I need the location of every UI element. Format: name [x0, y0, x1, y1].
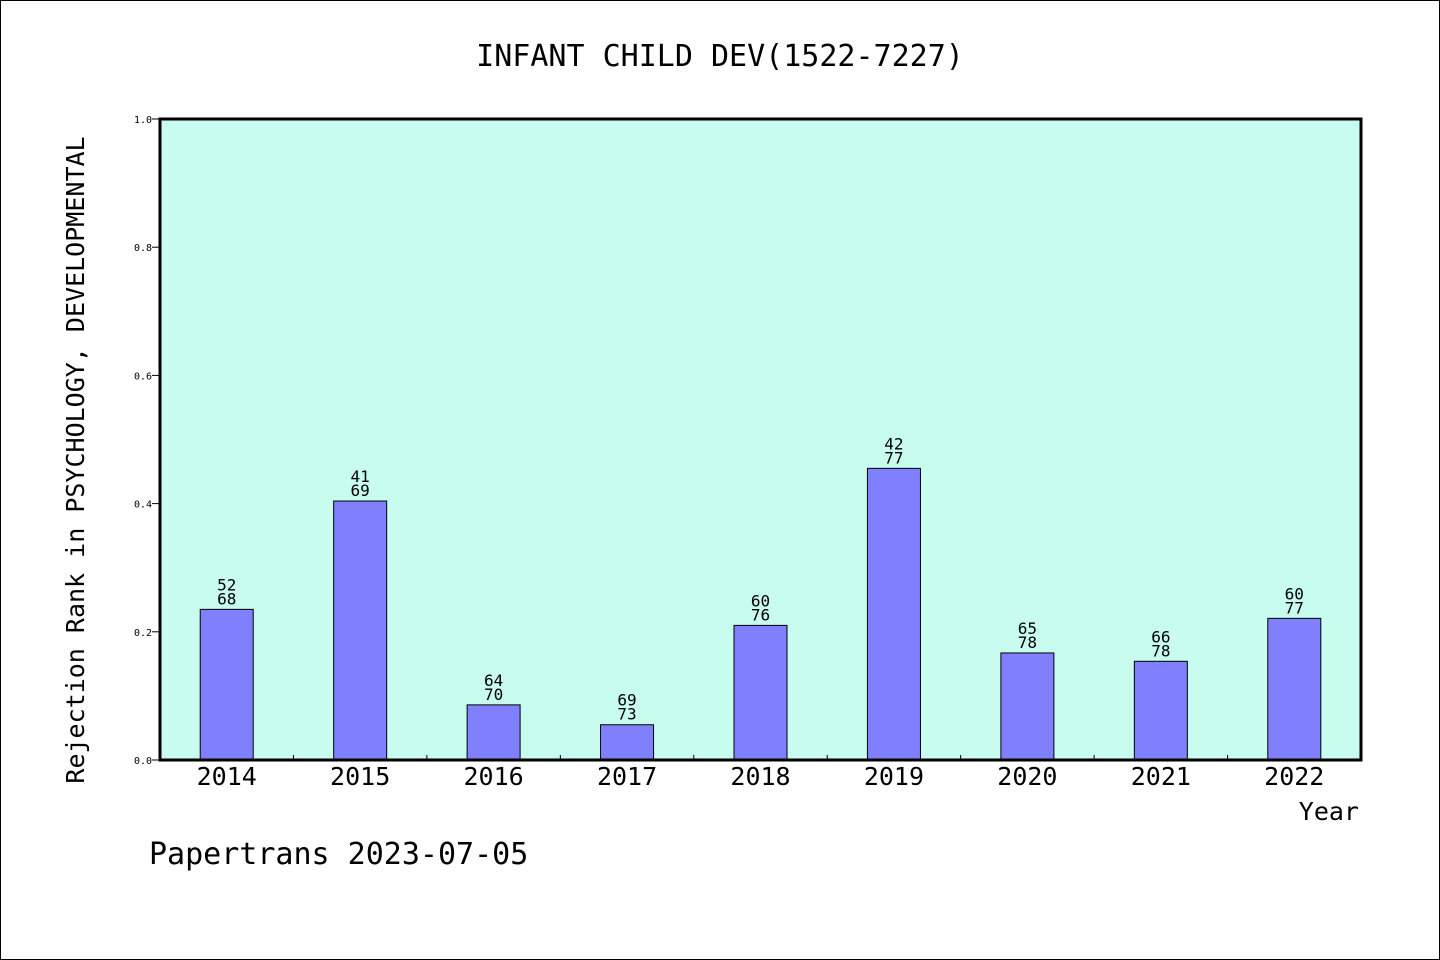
bar-2014 [199, 608, 254, 761]
bar-label-top-2015: 41 [351, 467, 370, 486]
bar-label-bottom-2019: 77 [884, 448, 903, 467]
bar-2020 [1000, 652, 1055, 761]
bar-2017 [600, 724, 655, 761]
x-tick-label-2016: 2016 [464, 762, 524, 791]
bar-label-top-2016: 64 [484, 671, 503, 690]
y-tick-label-0.8: 0.8 [134, 243, 152, 254]
bar-label-bottom-2018: 76 [751, 605, 770, 624]
bar-label-top-2014: 52 [217, 575, 236, 594]
x-tick-label-2022: 2022 [1264, 762, 1324, 791]
y-axis-label: Rejection Rank in PSYCHOLOGY, DEVELOPMEN… [61, 136, 90, 783]
x-tick-label-2017: 2017 [597, 762, 657, 791]
bar-label-bottom-2015: 69 [351, 481, 370, 500]
x-tick-label-2021: 2021 [1131, 762, 1191, 791]
bar-2021 [1133, 660, 1188, 761]
bar-label-bottom-2017: 73 [617, 705, 636, 724]
y-tick-label-1.0: 1.0 [134, 115, 152, 126]
bar-2016 [466, 704, 521, 761]
x-tick-label-2014: 2014 [197, 762, 257, 791]
bar-2018 [733, 624, 788, 761]
bar-label-bottom-2020: 78 [1018, 633, 1037, 652]
bar-label-bottom-2014: 68 [217, 589, 236, 608]
bar-label-bottom-2021: 78 [1151, 641, 1170, 660]
x-tick-label-2015: 2015 [330, 762, 390, 791]
x-tick-label-2018: 2018 [730, 762, 790, 791]
bar-2015 [333, 500, 388, 761]
y-tick-label-0.0: 0.0 [134, 756, 152, 767]
x-tick-label-2019: 2019 [864, 762, 924, 791]
bar-2019 [866, 467, 921, 761]
bar-label-top-2018: 60 [751, 591, 770, 610]
x-tick-label-2020: 2020 [997, 762, 1057, 791]
bar-label-bottom-2022: 77 [1285, 598, 1304, 617]
bar-label-top-2019: 42 [884, 434, 903, 453]
chart-title: INFANT CHILD DEV(1522-7227) [476, 39, 964, 74]
y-axis-ticks: 0.0 0.2 0.4 0.6 0.8 1.0 [134, 115, 160, 767]
bar-label-top-2017: 69 [617, 691, 636, 710]
footer-note: Papertrans 2023-07-05 [149, 837, 528, 872]
y-tick-label-0.2: 0.2 [134, 628, 152, 639]
x-axis-label: Year [1299, 797, 1359, 826]
bar-2022 [1267, 617, 1322, 761]
bar-label-bottom-2016: 70 [484, 685, 503, 704]
plot-border [158, 117, 1363, 762]
bar-label-top-2021: 66 [1151, 627, 1170, 646]
y-tick-label-0.6: 0.6 [134, 371, 152, 382]
bar-label-top-2020: 65 [1018, 619, 1037, 638]
y-tick-label-0.4: 0.4 [134, 500, 152, 511]
bar-label-top-2022: 60 [1285, 584, 1304, 603]
x-axis-ticks: 2014 2015 2016 2017 2018 2019 2020 2021 2022 [197, 755, 1324, 791]
